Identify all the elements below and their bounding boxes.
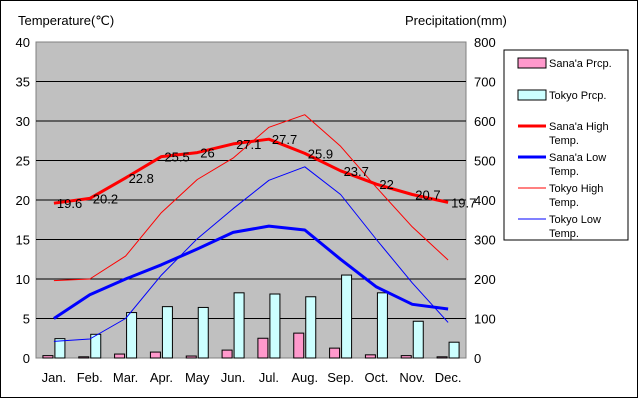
left-tick-label: 5 <box>23 312 30 327</box>
x-tick-label: Oct. <box>364 370 388 385</box>
left-tick-label: 40 <box>16 35 30 50</box>
data-label: 26 <box>200 146 214 161</box>
legend-swatch <box>517 57 547 69</box>
bar-tokyo-prcp <box>341 274 353 359</box>
left-tick-label: 0 <box>23 351 30 366</box>
x-tick-label: Jul. <box>259 370 279 385</box>
x-tick-label: Jun. <box>221 370 246 385</box>
data-label: 22 <box>379 177 393 192</box>
data-label: 19.7 <box>451 195 476 210</box>
x-tick-label: Mar. <box>113 370 138 385</box>
bar-tokyo-prcp <box>90 333 102 359</box>
bar-sanaa-prcp <box>257 337 269 359</box>
right-axis-title: Precipitation(mm) <box>405 13 507 28</box>
tokyo-low-line <box>53 166 449 342</box>
legend-label: Sana'a High Temp. <box>549 121 609 147</box>
data-label: 25.9 <box>308 146 333 161</box>
sanaa-high-line <box>53 137 449 205</box>
bar-tokyo-prcp <box>376 292 388 359</box>
bar-tokyo-prcp <box>305 296 317 359</box>
x-tick-label: Feb. <box>77 370 103 385</box>
right-tick-label: 700 <box>474 75 496 90</box>
bar-sanaa-prcp <box>42 355 54 359</box>
right-tick-label: 300 <box>474 233 496 248</box>
bar-tokyo-prcp <box>126 312 138 359</box>
bar-sanaa-prcp <box>364 354 376 359</box>
legend-swatch <box>517 89 547 101</box>
x-tick-label: May <box>185 370 210 385</box>
legend-sanaa-low: Sana'a Low Temp. <box>518 152 606 178</box>
left-tick-label: 35 <box>16 75 30 90</box>
data-label: 20.2 <box>93 191 118 206</box>
data-label: 27.1 <box>236 137 261 152</box>
x-tick-label: Dec. <box>435 370 462 385</box>
legend-label: Sana'a Low Temp. <box>549 152 606 178</box>
left-tick-label: 10 <box>16 272 30 287</box>
x-tick-label: Sep. <box>327 370 354 385</box>
legend <box>503 49 629 241</box>
data-label: 20.7 <box>415 187 440 202</box>
right-tick-label: 0 <box>474 351 481 366</box>
right-tick-label: 800 <box>474 35 496 50</box>
data-label: 22.8 <box>129 171 154 186</box>
left-tick-label: 25 <box>16 154 30 169</box>
legend-tokyo-low: Tokyo Low Temp. <box>518 214 601 240</box>
bar-tokyo-prcp <box>233 292 245 359</box>
legend-sanaa-prcp: Sana'a Prcp. <box>517 57 612 70</box>
bar-tokyo-prcp <box>54 338 66 359</box>
right-tick-label: 100 <box>474 312 496 327</box>
legend-label: Sana'a Prcp. <box>549 58 612 70</box>
data-label: 19.6 <box>57 196 82 211</box>
right-tick-label: 200 <box>474 272 496 287</box>
bar-sanaa-prcp <box>293 332 305 359</box>
left-tick-label: 30 <box>16 114 30 129</box>
legend-tokyo-high: Tokyo High Temp. <box>518 183 603 209</box>
x-tick-label: Nov. <box>399 370 425 385</box>
bar-tokyo-prcp <box>269 293 281 359</box>
data-label: 27.7 <box>272 132 297 147</box>
legend-label: Tokyo Prcp. <box>549 90 606 102</box>
bar-tokyo-prcp <box>448 341 460 359</box>
legend-tokyo-prcp: Tokyo Prcp. <box>517 89 606 102</box>
bar-sanaa-prcp <box>400 355 412 359</box>
legend-label: Tokyo High Temp. <box>549 183 603 209</box>
right-tick-label: 600 <box>474 114 496 129</box>
left-tick-label: 15 <box>16 233 30 248</box>
bar-tokyo-prcp <box>161 306 173 359</box>
right-tick-label: 500 <box>474 154 496 169</box>
bar-sanaa-prcp <box>185 355 197 359</box>
left-axis-title: Temperature(℃) <box>18 13 114 28</box>
left-tick-label: 20 <box>16 193 30 208</box>
sanaa-low-line <box>53 224 449 320</box>
legend-label: Tokyo Low Temp. <box>549 214 601 240</box>
x-tick-label: Apr. <box>150 370 173 385</box>
bar-sanaa-prcp <box>436 356 448 359</box>
bar-tokyo-prcp <box>412 320 424 359</box>
legend-sanaa-high: Sana'a High Temp. <box>518 121 609 147</box>
right-tick-label: 400 <box>474 193 496 208</box>
bar-tokyo-prcp <box>197 306 209 359</box>
bar-sanaa-prcp <box>329 347 341 359</box>
bar-sanaa-prcp <box>78 356 90 359</box>
x-tick-label: Aug. <box>291 370 318 385</box>
bar-sanaa-prcp <box>221 349 233 359</box>
bar-sanaa-prcp <box>114 353 126 359</box>
data-label: 25.5 <box>164 150 189 165</box>
data-label: 23.7 <box>344 164 369 179</box>
bar-sanaa-prcp <box>149 351 161 359</box>
x-tick-label: Jan. <box>42 370 67 385</box>
